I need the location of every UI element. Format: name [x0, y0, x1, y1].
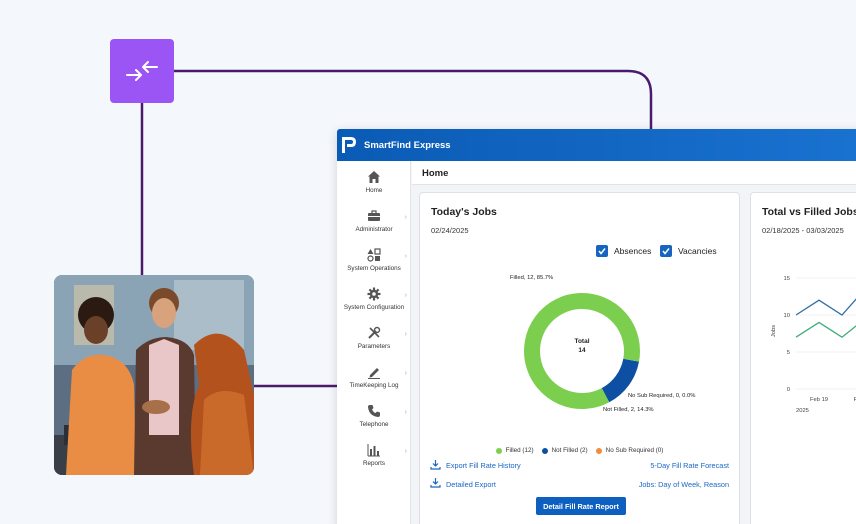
legend-dot: [595, 447, 602, 454]
download-icon: [430, 478, 441, 488]
x-year-label: 2025: [796, 408, 809, 414]
vacancies-label: Vacancies: [678, 246, 717, 256]
sidebar-item-administrator[interactable]: Administrator ›: [337, 204, 411, 243]
series-line-2[interactable]: [795, 319, 856, 339]
arrows-merge-icon: [126, 61, 158, 81]
chevron-right-icon: ›: [404, 214, 407, 221]
chevron-right-icon: ›: [404, 448, 407, 455]
absences-label: Absences: [614, 246, 652, 256]
date-to: 03/03/2025: [806, 226, 844, 235]
sidebar-item-reports[interactable]: Reports ›: [337, 438, 411, 477]
fill-rate-forecast-link[interactable]: 5-Day Fill Rate Forecast: [650, 461, 729, 470]
total-vs-filled-line-chart: Jobs 15 10 5 0 Feb 19 Fe 2025: [771, 276, 856, 414]
y-tick-label: 0: [787, 387, 790, 393]
absences-checkbox[interactable]: [596, 245, 608, 257]
app-window: SmartFind Express Home Administrator ›: [337, 129, 856, 524]
bar-chart-icon: [367, 444, 380, 457]
tools-icon: [368, 326, 381, 339]
briefcase-icon: [368, 210, 380, 221]
donut-slice-filled[interactable]: [514, 283, 649, 418]
sidebar-item-label: System Configuration: [343, 304, 405, 311]
sidebar-item-label: Reports: [362, 460, 386, 467]
y-axis-label: Jobs: [771, 325, 777, 337]
download-icon: [430, 460, 441, 470]
slice-label-filled: Filled, 12, 85.7%: [510, 275, 554, 281]
todays-jobs-card: Today's Jobs 02/24/2025 Absences Vacanci…: [419, 192, 740, 524]
x-tick-label: Feb 19: [810, 397, 828, 403]
legend-label: Not Filled (2): [551, 447, 588, 454]
chevron-right-icon: ›: [404, 253, 407, 260]
integration-tile: [110, 39, 174, 103]
legend-dot: [495, 447, 502, 454]
chevron-right-icon: ›: [404, 331, 407, 338]
sidebar-item-label: TimeKeeping Log: [349, 382, 399, 389]
donut-center-label: Total: [574, 338, 589, 345]
checkmark-icon: [662, 248, 670, 255]
sidebar-item-label: Parameters: [357, 343, 391, 350]
card-title: Today's Jobs: [431, 206, 497, 218]
team-handshake-photo: [54, 275, 254, 475]
total-vs-filled-card: Total vs Filled Jobs 02/18/2025 - 03/03/…: [750, 192, 856, 524]
detail-fill-rate-report-button[interactable]: Detail Fill Rate Report: [536, 497, 626, 515]
sidebar-item-label: Home: [365, 187, 383, 194]
sidebar-item-home[interactable]: Home: [337, 165, 411, 204]
slice-label-no-sub: No Sub Required, 0, 0.0%: [628, 393, 696, 399]
series-line-1[interactable]: [795, 289, 856, 316]
sidebar-item-label: Telephone: [359, 421, 389, 428]
chevron-right-icon: ›: [404, 292, 407, 299]
home-icon: [368, 171, 380, 183]
pen-icon: [368, 368, 380, 379]
app-header: SmartFind Express: [337, 129, 856, 161]
gear-icon: [367, 287, 381, 301]
day-of-week-reason-link[interactable]: Jobs: Day of Week, Reason: [638, 480, 729, 489]
smartfind-logo-icon: [342, 137, 356, 153]
export-fill-rate-history-link[interactable]: Export Fill Rate History: [446, 461, 521, 470]
sidebar-item-timekeeping-log[interactable]: TimeKeeping Log ›: [337, 360, 411, 399]
legend-item-no-sub[interactable]: No Sub Required (0): [595, 447, 664, 454]
sidebar-item-label: Administrator: [355, 226, 393, 233]
y-tick-label: 5: [787, 350, 790, 356]
legend-label: Filled (12): [505, 447, 534, 454]
sidebar-item-telephone[interactable]: Telephone ›: [337, 399, 411, 438]
chevron-right-icon: ›: [404, 370, 407, 377]
sidebar: Home Administrator › System Operations ›: [337, 161, 411, 524]
checkmark-icon: [598, 248, 606, 255]
detailed-export-link[interactable]: Detailed Export: [446, 480, 496, 489]
y-tick-label: 15: [784, 276, 790, 282]
shapes-icon: [367, 248, 381, 262]
sidebar-item-parameters[interactable]: Parameters ›: [337, 321, 411, 360]
phone-icon: [368, 405, 380, 417]
sidebar-item-label: System Operations: [347, 265, 401, 272]
breadcrumb-bar: Home: [412, 161, 856, 185]
donut-legend: Filled (12) Not Filled (2) No Sub Requir…: [420, 447, 739, 454]
date-from: 02/18/2025: [762, 226, 800, 235]
app-title: SmartFind Express: [364, 139, 451, 151]
legend-item-filled[interactable]: Filled (12): [495, 447, 534, 454]
sidebar-item-system-operations[interactable]: System Operations ›: [337, 243, 411, 282]
slice-label-not-filled: Not Filled, 2, 14.3%: [603, 407, 654, 413]
y-tick-label: 10: [784, 313, 790, 319]
chevron-right-icon: ›: [404, 409, 407, 416]
breadcrumb: Home: [422, 168, 449, 179]
donut-slice-not-filled[interactable]: [597, 358, 640, 403]
vacancies-checkbox[interactable]: [660, 245, 672, 257]
legend-item-not-filled[interactable]: Not Filled (2): [541, 447, 588, 454]
sidebar-item-system-configuration[interactable]: System Configuration ›: [337, 282, 411, 321]
donut-center-value: 14: [578, 347, 586, 354]
date-separator: -: [801, 226, 805, 235]
x-tick-label: Fe: [854, 397, 856, 403]
todays-jobs-donut-chart: Total 14: [514, 283, 649, 418]
legend-label: No Sub Required (0): [605, 447, 664, 454]
card-date: 02/24/2025: [431, 226, 469, 235]
legend-dot: [541, 447, 548, 454]
date-range: 02/18/2025 - 03/03/2025: [762, 226, 844, 235]
card-title: Total vs Filled Jobs: [762, 206, 856, 218]
